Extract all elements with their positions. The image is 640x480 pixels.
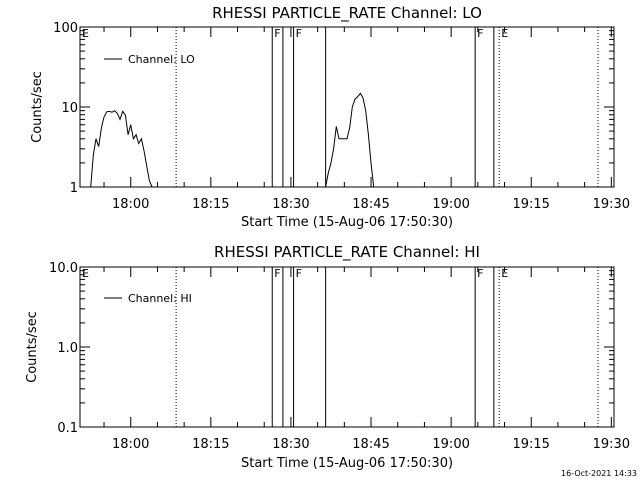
chart-panel-hi: RHESSI PARTICLE_RATE Channel: HI Counts/…	[25, 243, 630, 471]
chart-panel-lo: RHESSI PARTICLE_RATE Channel: LO Counts/…	[30, 4, 630, 230]
y-tick-label: 0.1	[57, 421, 78, 436]
plot-frame	[79, 266, 615, 428]
x-tick-labels: 18:00 18:15 18:30 18:45 19:00 19:15 19:30	[112, 437, 630, 452]
x-tick-label: 18:00	[112, 437, 149, 452]
plot-frame	[79, 26, 615, 188]
marker-label: E	[82, 267, 89, 280]
x-tick-label: 18:00	[112, 197, 149, 212]
y-axis-label: Counts/sec	[30, 71, 45, 143]
x-tick-label: 18:15	[192, 197, 229, 212]
chart-title: RHESSI PARTICLE_RATE Channel: HI	[214, 243, 480, 262]
marker-label: F	[274, 27, 280, 40]
legend: Channel: HI	[104, 292, 192, 305]
chart-title: RHESSI PARTICLE_RATE Channel: LO	[212, 4, 482, 23]
axis-ticks	[80, 27, 614, 188]
x-tick-label: 18:30	[272, 437, 309, 452]
marker-label: F	[296, 267, 302, 280]
y-tick-labels: 0.1 1.0 10.0	[49, 261, 78, 436]
marker-label: F	[477, 267, 483, 280]
marker-label: F	[296, 27, 302, 40]
y-tick-labels: 1 10 100	[53, 21, 78, 196]
x-tick-label: 19:00	[432, 437, 469, 452]
x-tick-label: 19:15	[512, 437, 549, 452]
legend: Channel: LO	[104, 53, 195, 66]
footer-timestamp: 16-Oct-2021 14:33	[561, 469, 637, 478]
marker-label: F	[477, 27, 483, 40]
x-tick-label: 18:45	[352, 197, 389, 212]
y-tick-label: 1	[70, 181, 78, 196]
legend-label: Channel: LO	[128, 53, 195, 66]
marker-label: E	[501, 267, 508, 280]
y-tick-label: 100	[53, 21, 78, 36]
marker-label: F	[274, 267, 280, 280]
x-axis-label: Start Time (15-Aug-06 17:50:30)	[241, 456, 453, 471]
y-tick-label: 10	[61, 101, 78, 116]
x-tick-label: 19:30	[593, 437, 630, 452]
y-axis-label: Counts/sec	[25, 311, 40, 383]
x-tick-label: 18:45	[352, 437, 389, 452]
x-tick-label: 19:30	[593, 197, 630, 212]
marker-label: E	[501, 27, 508, 40]
series-line	[90, 92, 375, 188]
series-group	[90, 92, 375, 188]
marker-label: E	[82, 27, 89, 40]
x-tick-label: 19:15	[512, 197, 549, 212]
x-tick-label: 19:00	[432, 197, 469, 212]
axis-ticks	[80, 267, 614, 428]
x-tick-labels: 18:00 18:15 18:30 18:45 19:00 19:15 19:30	[112, 197, 630, 212]
y-tick-label: 10.0	[49, 261, 78, 276]
legend-label: Channel: HI	[128, 292, 192, 305]
y-tick-label: 1.0	[57, 341, 78, 356]
x-tick-label: 18:15	[192, 437, 229, 452]
x-axis-label: Start Time (15-Aug-06 17:50:30)	[241, 215, 453, 230]
x-tick-label: 18:30	[272, 197, 309, 212]
